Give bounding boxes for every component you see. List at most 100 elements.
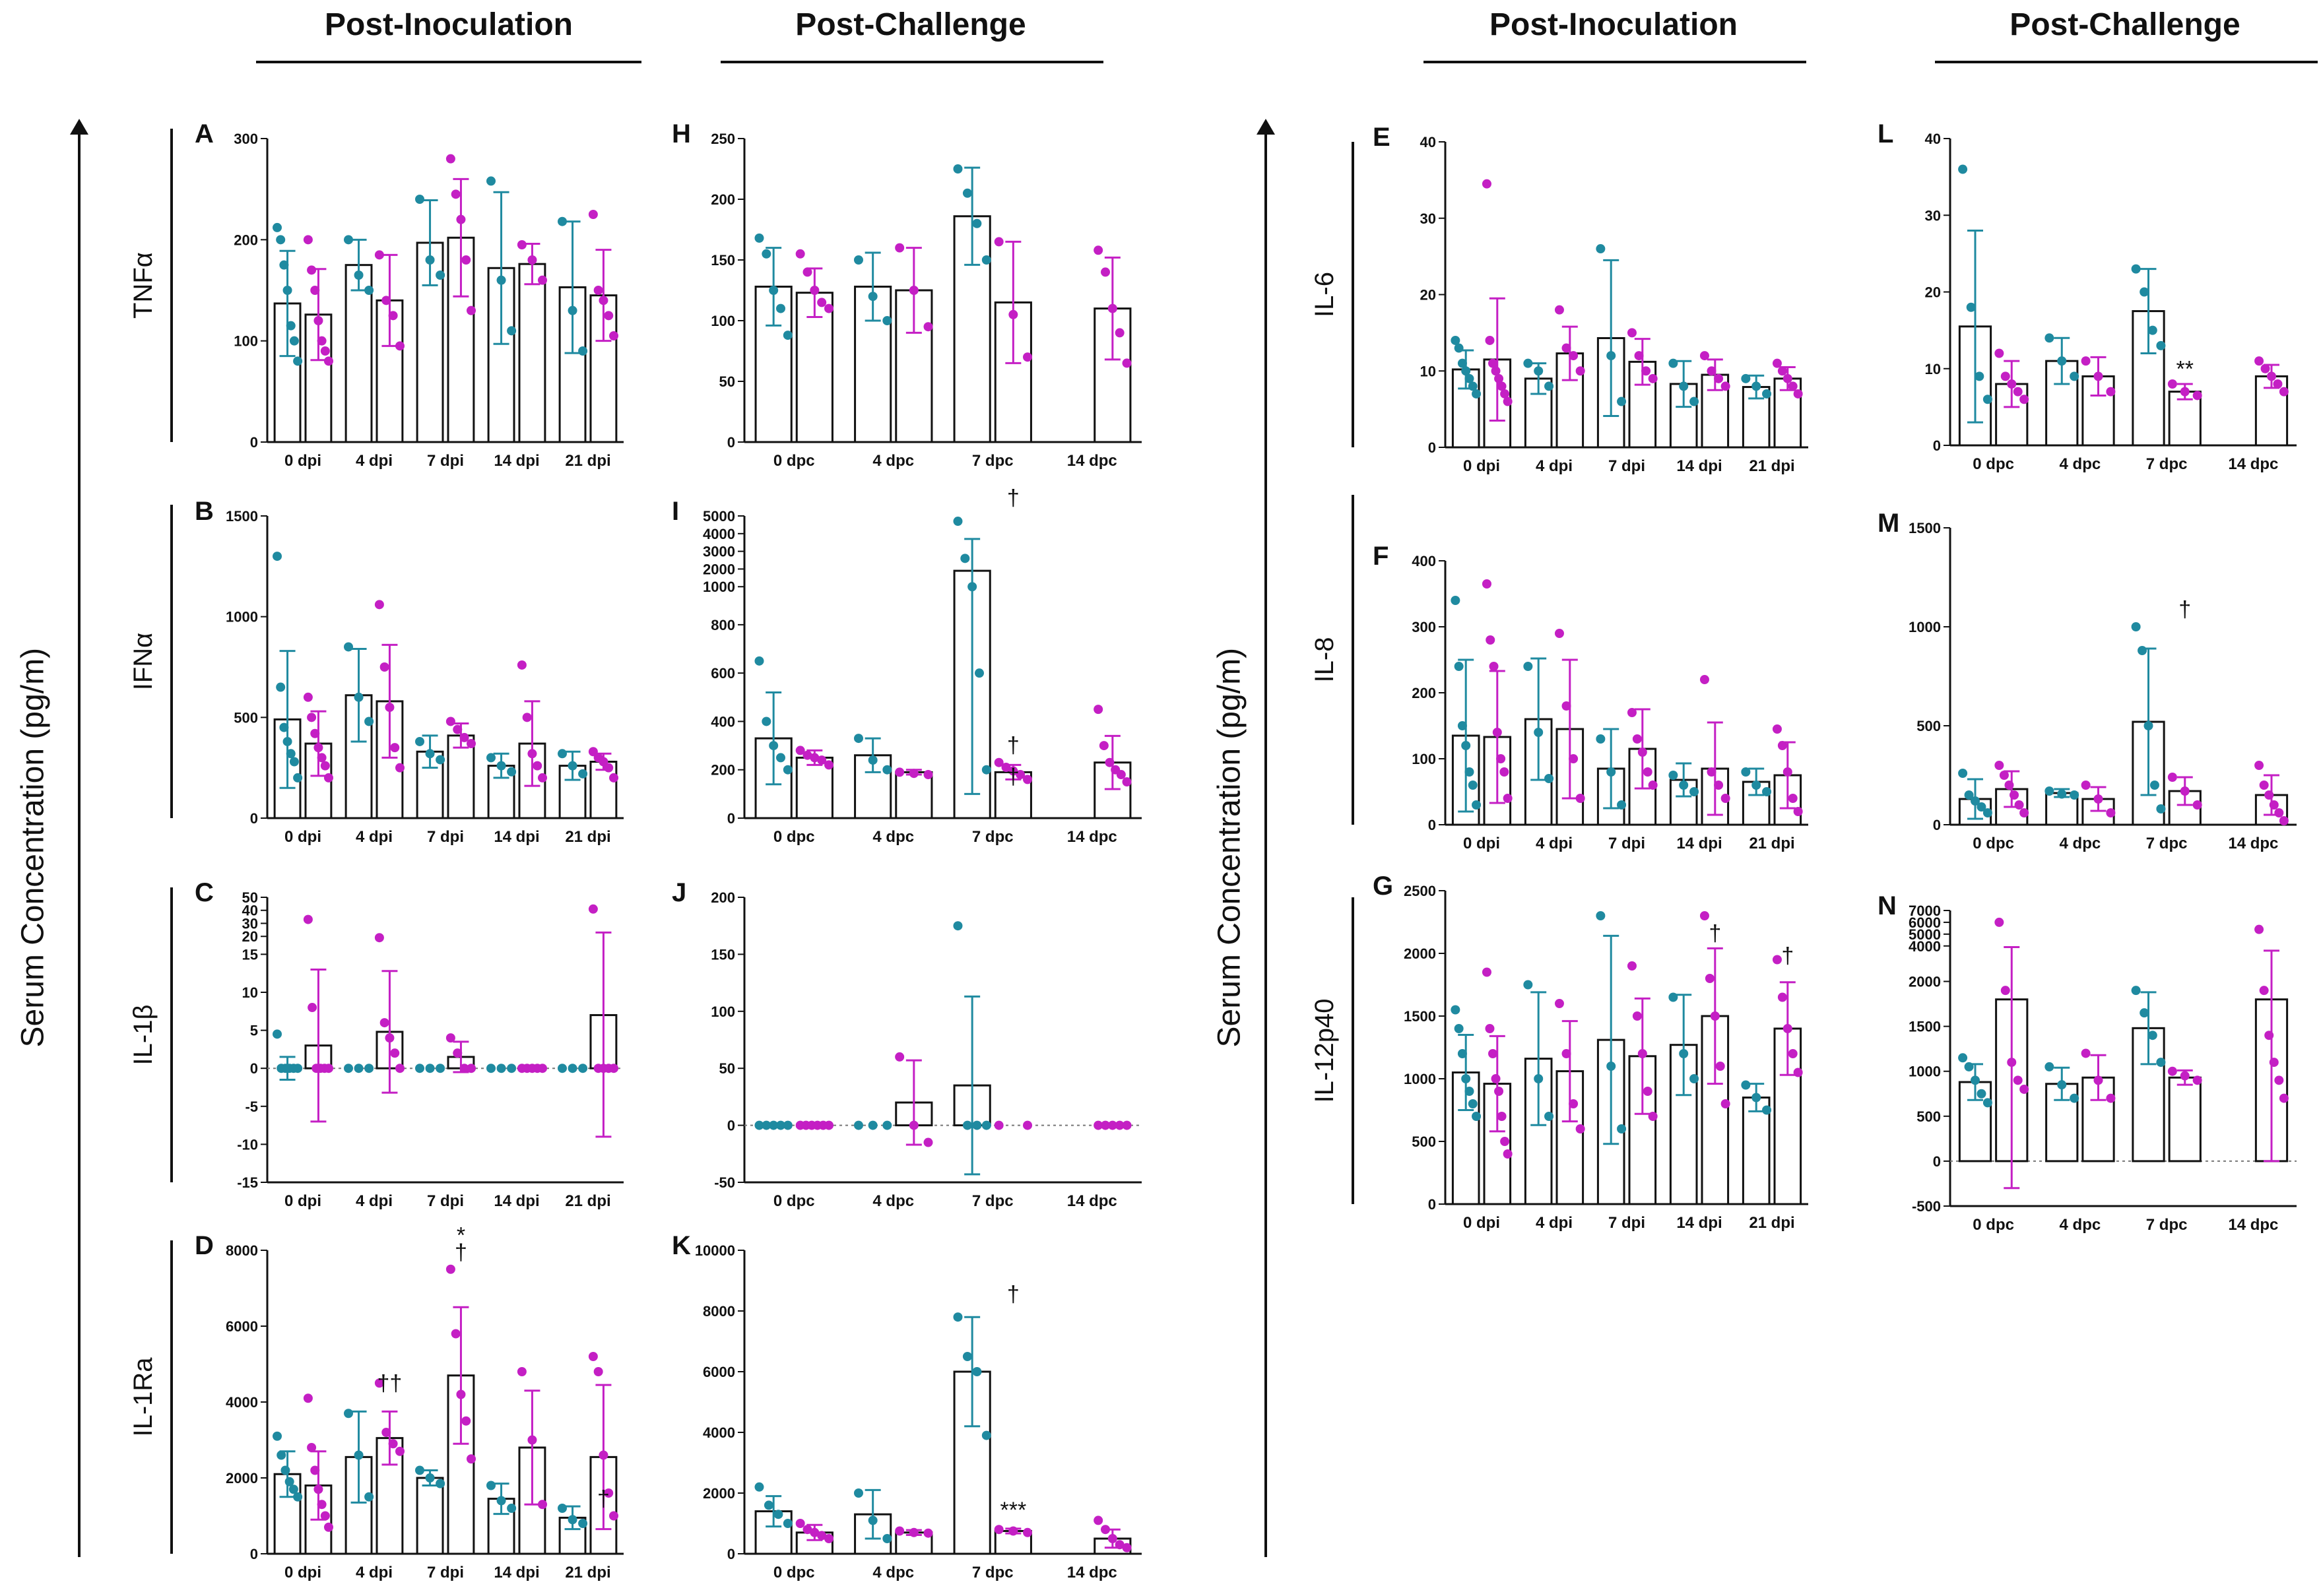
- data-point: [1561, 343, 1571, 353]
- data-point: [1500, 389, 1510, 399]
- data-point: [436, 755, 445, 765]
- data-point: [1094, 705, 1103, 715]
- y-tick-label: 50: [719, 1060, 735, 1077]
- data-point: [994, 237, 1004, 247]
- y-tick-label: 0: [1428, 817, 1436, 833]
- data-point: [568, 1515, 577, 1525]
- panel-letter-g: G: [1373, 872, 1393, 901]
- data-point: [1489, 662, 1499, 671]
- data-point: [1634, 351, 1644, 361]
- data-point: [608, 1064, 618, 1073]
- data-point: [517, 660, 527, 670]
- axis-arrow-head: [70, 119, 88, 135]
- data-point: [783, 331, 793, 340]
- data-point: [1482, 579, 1491, 589]
- significance-marker: †: [1709, 921, 1721, 946]
- data-point: [2057, 356, 2067, 366]
- data-point: [461, 255, 471, 265]
- y-tick-label: 3000: [703, 544, 735, 560]
- x-tick-label: 0 dpc: [773, 828, 815, 846]
- data-point: [1994, 917, 2004, 927]
- data-point: [486, 1481, 496, 1490]
- data-point: [1534, 728, 1544, 737]
- y-tick-label: 20: [1925, 284, 1941, 301]
- data-point: [277, 1450, 286, 1460]
- data-point: [1544, 774, 1554, 783]
- data-point: [868, 292, 878, 302]
- data-point: [2057, 789, 2067, 799]
- data-point: [1982, 395, 1992, 404]
- data-point: [895, 767, 905, 777]
- y-tick-label: 1500: [1909, 520, 1941, 536]
- x-tick-label: 14 dpi: [494, 828, 539, 846]
- data-point: [289, 336, 299, 346]
- data-point: [1648, 1112, 1658, 1121]
- panel-j: -50 0 50 100 150 200 J 0 dpc 4 dpc 7 dpc 14 dpc: [672, 878, 1142, 1210]
- data-point: [2274, 808, 2284, 817]
- bar: [895, 1531, 933, 1555]
- data-point: [280, 1465, 290, 1475]
- data-point: [882, 316, 892, 325]
- data-point: [1457, 1049, 1467, 1058]
- data-point: [395, 763, 405, 773]
- data-point: [754, 1482, 764, 1492]
- data-point: [1454, 1024, 1464, 1033]
- y-tick-label: 6000: [226, 1318, 258, 1335]
- data-point: [310, 1465, 320, 1475]
- data-point: [293, 1492, 303, 1502]
- data-point: [802, 1525, 812, 1535]
- x-tick-label: 4 dpi: [1536, 457, 1573, 475]
- data-point: [1641, 366, 1651, 376]
- data-point: [1094, 245, 1103, 255]
- data-point: [522, 713, 532, 722]
- data-point: [882, 1534, 892, 1543]
- data-point: [1554, 629, 1564, 638]
- data-point: [2156, 340, 2166, 350]
- data-point: [2013, 387, 2023, 397]
- data-point: [344, 642, 354, 652]
- data-point: [1485, 1024, 1495, 1033]
- data-point: [496, 761, 506, 771]
- data-point: [1468, 1099, 1478, 1108]
- data-point: [1741, 373, 1751, 383]
- significance-marker: †: [455, 1240, 467, 1265]
- data-point: [868, 1120, 878, 1130]
- data-point: [967, 582, 977, 592]
- data-point: [390, 1048, 400, 1058]
- data-point: [1499, 767, 1509, 777]
- y-tick-label: 8000: [226, 1242, 258, 1259]
- data-point: [1982, 1098, 1992, 1108]
- panel-letter-j: J: [672, 878, 686, 907]
- x-tick-label: 0 dpc: [1973, 1216, 2014, 1234]
- data-point: [388, 311, 398, 321]
- y-tick-label: 7000: [1909, 903, 1941, 919]
- header-right-post-challenge-underline: [1935, 61, 2318, 63]
- data-point: [762, 717, 771, 726]
- y-tick-label: 10: [242, 984, 258, 1001]
- y-tick-label: 30: [1420, 210, 1436, 227]
- x-tick-label: 4 dpc: [872, 828, 914, 846]
- data-point: [1569, 754, 1579, 763]
- data-point: [974, 668, 984, 678]
- x-tick-label: 0 dpi: [1463, 835, 1500, 852]
- data-point: [1561, 701, 1571, 711]
- data-point: [323, 773, 333, 782]
- x-tick-label: 4 dpi: [356, 452, 393, 470]
- data-point: [762, 249, 771, 259]
- data-point: [608, 331, 618, 340]
- panel-letter-k: K: [672, 1231, 691, 1260]
- significance-marker: †: [1007, 765, 1020, 790]
- data-point: [578, 1064, 588, 1073]
- data-point: [2007, 1058, 2017, 1068]
- data-point: [425, 255, 435, 265]
- data-point: [2167, 379, 2177, 389]
- data-point: [1496, 754, 1506, 763]
- data-point: [507, 1504, 517, 1513]
- data-point: [769, 1120, 779, 1130]
- panel-g: 0 500 1000 1500 2000 2500 G IL-12p40 0 dpi 4 dpi 7…: [1310, 872, 1808, 1232]
- data-point: [466, 1454, 476, 1464]
- x-tick-label: 14 dpi: [1676, 457, 1722, 475]
- y-tick-label: 4000: [226, 1394, 258, 1411]
- y-tick-label: 0: [1933, 817, 1941, 833]
- y-tick-label: 50: [719, 373, 735, 390]
